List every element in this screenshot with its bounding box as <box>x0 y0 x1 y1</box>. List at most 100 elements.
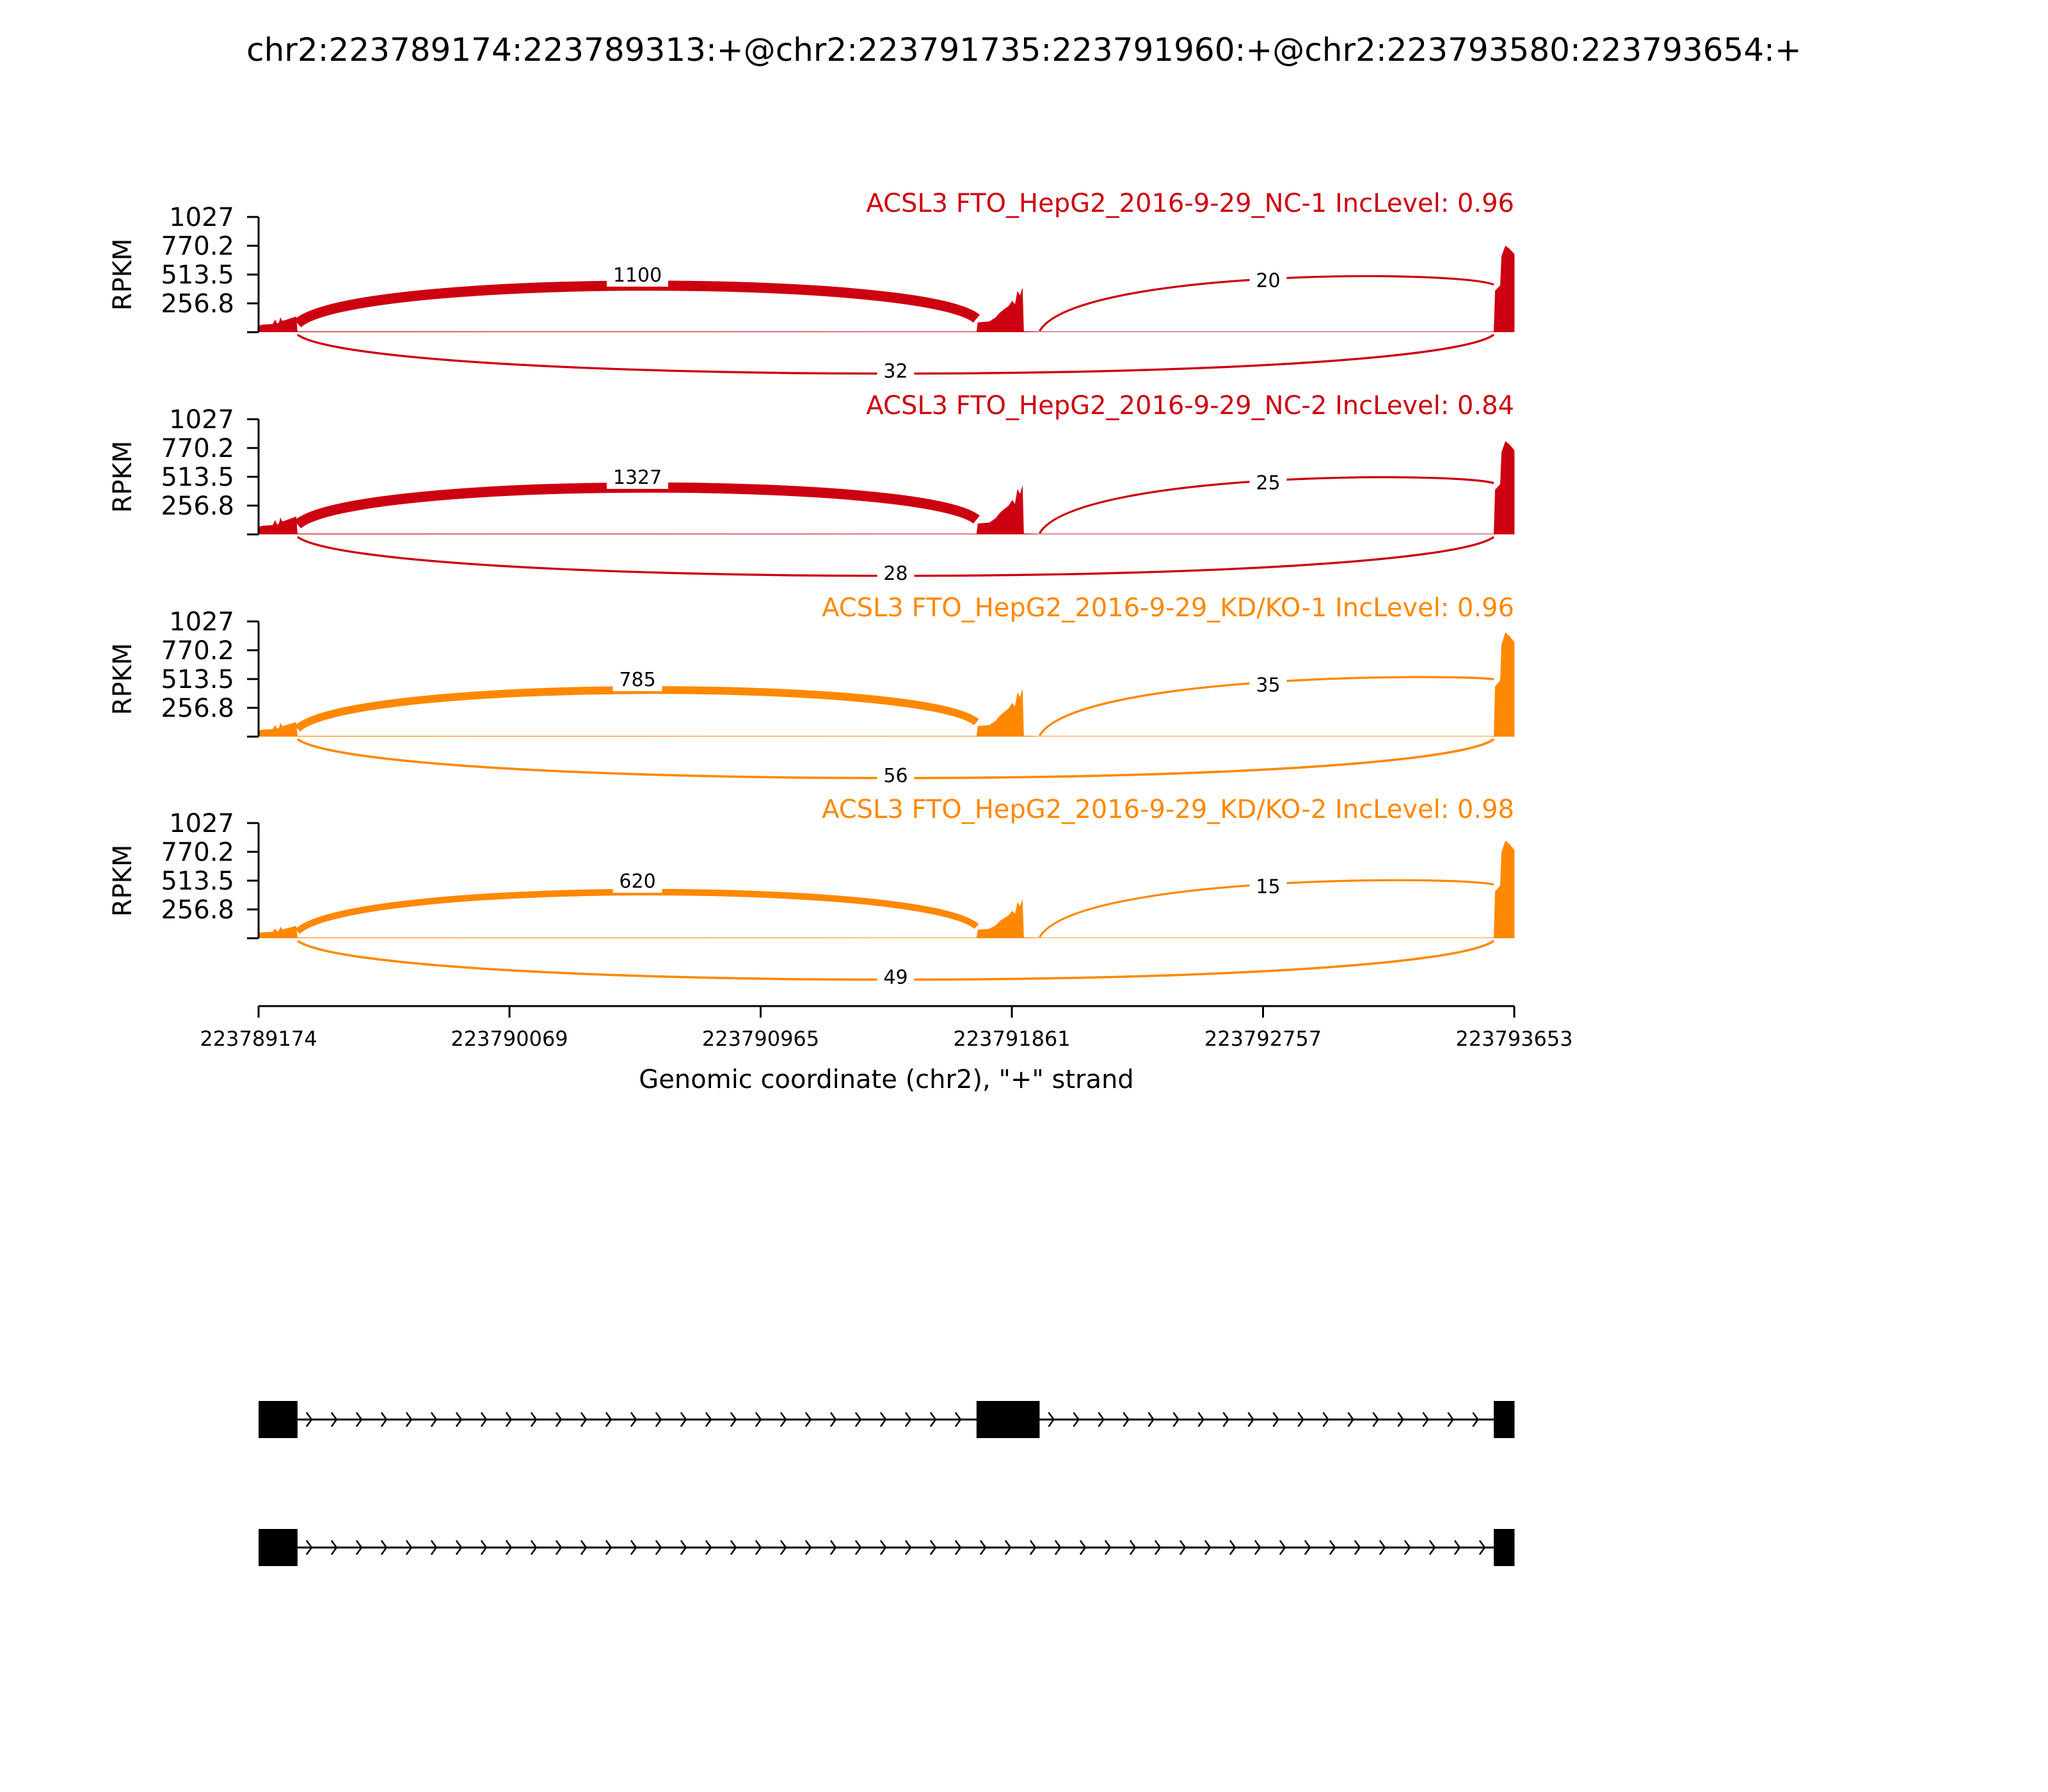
isoform-structures <box>259 1401 1515 1566</box>
strand-arrow <box>904 1540 912 1555</box>
junction-count-label: 28 <box>883 563 908 585</box>
strand-arrow <box>755 1540 762 1555</box>
x-axis-label: Genomic coordinate (chr2), "+" strand <box>639 1065 1133 1094</box>
strand-arrow <box>1272 1412 1279 1427</box>
junction-label-bg <box>607 264 669 287</box>
strand-arrow <box>1004 1540 1012 1555</box>
strand-arrow <box>1428 1540 1436 1555</box>
y-tick-label: 1027 <box>169 809 234 838</box>
y-tick-label: 513.5 <box>161 665 234 694</box>
strand-arrow <box>1029 1540 1037 1555</box>
strand-arrow <box>580 1412 588 1427</box>
strand-arrow <box>555 1540 563 1555</box>
y-tick-label: 513.5 <box>161 260 234 290</box>
strand-arrow <box>505 1540 513 1555</box>
strand-arrow <box>680 1540 687 1555</box>
exon-block <box>259 1401 298 1438</box>
strand-arrow <box>305 1540 313 1555</box>
exon-block <box>1494 1401 1515 1438</box>
strand-arrow <box>705 1540 712 1555</box>
junction-count-label: 32 <box>883 360 908 383</box>
strand-arrow <box>1204 1540 1212 1555</box>
strand-arrow <box>1379 1540 1386 1555</box>
isoform-2 <box>259 1529 1515 1566</box>
y-tick-label: 513.5 <box>161 867 234 896</box>
strand-arrow <box>1478 1540 1486 1555</box>
strand-arrow <box>330 1412 338 1427</box>
strand-arrow <box>1123 1412 1130 1427</box>
strand-arrow <box>780 1540 787 1555</box>
strand-arrow <box>630 1540 637 1555</box>
strand-arrow <box>1453 1540 1461 1555</box>
strand-arrow <box>879 1540 887 1555</box>
x-tick-label: 223791861 <box>953 1027 1070 1051</box>
junction-arc <box>294 482 980 529</box>
strand-arrow <box>954 1540 962 1555</box>
strand-arrow <box>1079 1540 1087 1555</box>
y-axis-label: RPKM <box>108 441 138 513</box>
strand-arrow <box>829 1540 837 1555</box>
y-tick-label: 770.2 <box>161 838 234 867</box>
strand-arrow <box>1222 1412 1229 1427</box>
strand-arrow <box>1297 1412 1304 1427</box>
strand-arrow <box>1329 1540 1336 1555</box>
strand-arrow <box>1422 1412 1429 1427</box>
strand-arrow <box>1179 1540 1187 1555</box>
strand-arrow <box>380 1540 388 1555</box>
strand-arrow <box>430 1412 438 1427</box>
y-tick-label: 513.5 <box>161 463 234 492</box>
strand-arrow <box>1229 1540 1236 1555</box>
junction-label-bg <box>1249 675 1287 697</box>
junction-count-label: 25 <box>1256 472 1280 495</box>
junction-label-bg <box>877 967 915 989</box>
strand-arrow <box>605 1412 612 1427</box>
strand-arrow <box>405 1540 413 1555</box>
x-tick-label: 223790069 <box>451 1027 568 1051</box>
y-tick-label: 770.2 <box>161 434 234 463</box>
coverage-area <box>259 632 1515 737</box>
y-tick-label: 256.8 <box>161 694 234 723</box>
exon-block <box>1494 1529 1515 1566</box>
coverage-area <box>259 441 1515 534</box>
strand-arrow <box>929 1540 937 1555</box>
strand-arrow <box>1129 1540 1137 1555</box>
strand-arrow <box>1073 1412 1080 1427</box>
strand-arrow <box>755 1412 762 1427</box>
y-tick-label: 256.8 <box>161 492 234 521</box>
junction-label-bg <box>877 361 915 383</box>
junction-arc <box>294 686 979 732</box>
strand-arrow <box>730 1540 737 1555</box>
junction-label-bg <box>877 765 915 787</box>
sample-label: ACSL3 FTO_HepG2_2016-9-29_NC-2 IncLevel:… <box>866 391 1514 420</box>
strand-arrow <box>305 1412 313 1427</box>
strand-arrow <box>929 1412 937 1427</box>
strand-arrow <box>455 1540 463 1555</box>
plot-title: chr2:223789174:223789313:+@chr2:22379173… <box>246 31 1802 68</box>
strand-arrow <box>1322 1412 1329 1427</box>
strand-arrow <box>655 1540 662 1555</box>
strand-arrow <box>1472 1412 1479 1427</box>
junction-arc <box>295 888 979 934</box>
exon-block <box>976 1401 1040 1438</box>
strand-arrow <box>480 1540 488 1555</box>
strand-arrow <box>829 1412 837 1427</box>
strand-arrow <box>655 1412 662 1427</box>
strand-arrow <box>1154 1540 1162 1555</box>
strand-arrow <box>1172 1412 1180 1427</box>
y-tick-label: 770.2 <box>161 232 234 261</box>
x-tick-label: 223792757 <box>1204 1027 1322 1051</box>
strand-arrow <box>705 1412 712 1427</box>
junction-count-label: 620 <box>619 870 655 893</box>
strand-arrow <box>580 1540 588 1555</box>
strand-arrow <box>555 1412 563 1427</box>
strand-arrow <box>854 1540 862 1555</box>
isoform-1 <box>259 1401 1515 1438</box>
strand-arrow <box>1347 1412 1354 1427</box>
strand-arrow <box>1397 1412 1404 1427</box>
strand-arrow <box>430 1540 438 1555</box>
